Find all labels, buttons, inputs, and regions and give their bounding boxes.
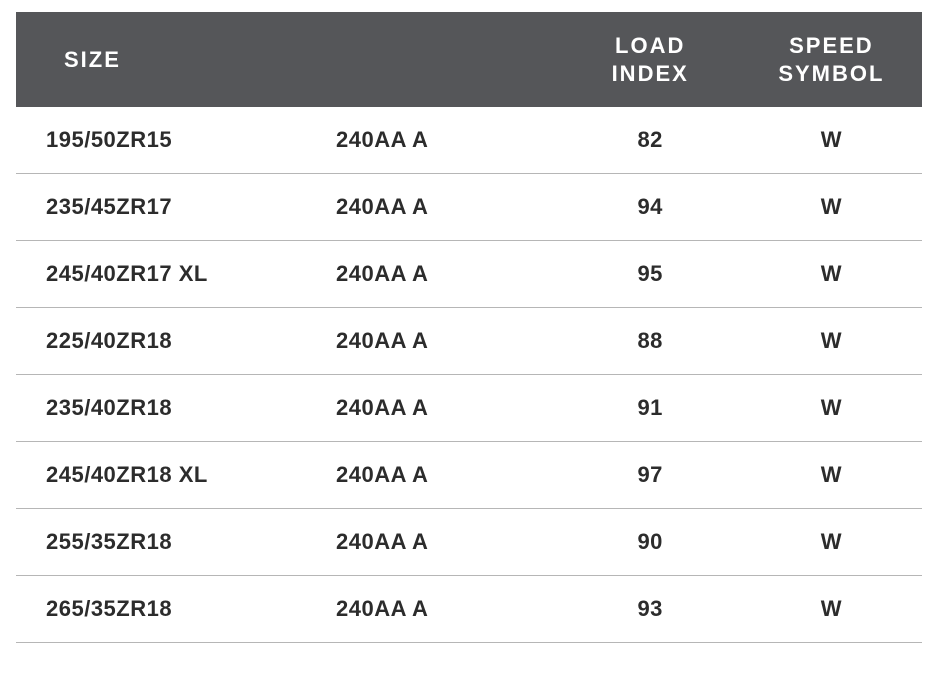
col-header-speed: SPEED SYMBOL [741, 12, 922, 107]
cell-utqg: 240AA A [324, 308, 560, 375]
cell-size: 265/35ZR18 [16, 576, 324, 643]
cell-utqg: 240AA A [324, 241, 560, 308]
cell-speed: W [741, 509, 922, 576]
col-header-utqg [324, 12, 560, 107]
cell-load: 94 [560, 174, 741, 241]
col-header-speed-line1: SPEED [789, 33, 874, 58]
cell-utqg: 240AA A [324, 174, 560, 241]
cell-load: 95 [560, 241, 741, 308]
cell-utqg: 240AA A [324, 107, 560, 174]
cell-speed: W [741, 241, 922, 308]
cell-size: 195/50ZR15 [16, 107, 324, 174]
cell-speed: W [741, 174, 922, 241]
col-header-size: SIZE [16, 12, 324, 107]
cell-speed: W [741, 576, 922, 643]
table-header: SIZE LOAD INDEX SPEED SYMBOL [16, 12, 922, 107]
cell-size: 245/40ZR18 XL [16, 442, 324, 509]
col-header-load: LOAD INDEX [560, 12, 741, 107]
cell-load: 97 [560, 442, 741, 509]
cell-size: 245/40ZR17 XL [16, 241, 324, 308]
cell-speed: W [741, 107, 922, 174]
table-row: 235/45ZR17 240AA A 94 W [16, 174, 922, 241]
cell-load: 91 [560, 375, 741, 442]
table-row: 245/40ZR18 XL 240AA A 97 W [16, 442, 922, 509]
table-row: 255/35ZR18 240AA A 90 W [16, 509, 922, 576]
tire-spec-table: SIZE LOAD INDEX SPEED SYMBOL 195/50ZR15 24… [16, 12, 922, 643]
table-row: 225/40ZR18 240AA A 88 W [16, 308, 922, 375]
table-body: 195/50ZR15 240AA A 82 W 235/45ZR17 240AA… [16, 107, 922, 643]
cell-load: 82 [560, 107, 741, 174]
cell-size: 255/35ZR18 [16, 509, 324, 576]
col-header-load-line1: LOAD [615, 33, 685, 58]
table-row: 265/35ZR18 240AA A 93 W [16, 576, 922, 643]
cell-speed: W [741, 442, 922, 509]
cell-size: 225/40ZR18 [16, 308, 324, 375]
cell-utqg: 240AA A [324, 576, 560, 643]
cell-utqg: 240AA A [324, 375, 560, 442]
cell-load: 93 [560, 576, 741, 643]
cell-utqg: 240AA A [324, 442, 560, 509]
cell-speed: W [741, 375, 922, 442]
cell-utqg: 240AA A [324, 509, 560, 576]
table-row: 245/40ZR17 XL 240AA A 95 W [16, 241, 922, 308]
cell-size: 235/45ZR17 [16, 174, 324, 241]
cell-size: 235/40ZR18 [16, 375, 324, 442]
col-header-speed-line2: SYMBOL [778, 61, 884, 86]
col-header-load-line2: INDEX [612, 61, 689, 86]
cell-load: 90 [560, 509, 741, 576]
cell-speed: W [741, 308, 922, 375]
table-row: 235/40ZR18 240AA A 91 W [16, 375, 922, 442]
table-row: 195/50ZR15 240AA A 82 W [16, 107, 922, 174]
cell-load: 88 [560, 308, 741, 375]
